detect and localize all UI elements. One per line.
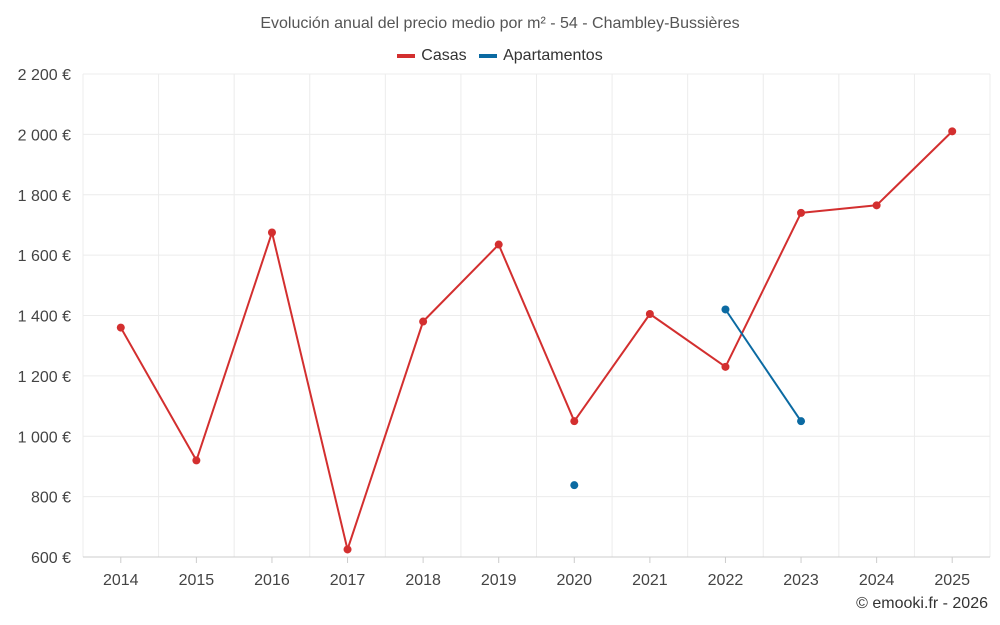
- data-point-apartamentos: [721, 305, 730, 314]
- y-tick-label: 1 200 €: [18, 369, 71, 386]
- y-tick-label: 1 600 €: [18, 248, 71, 265]
- y-tick-label: 800 €: [31, 490, 71, 507]
- y-tick-label: 2 200 €: [18, 67, 71, 84]
- legend-swatch-apartamentos: [479, 54, 498, 58]
- x-tick-label: 2023: [783, 572, 819, 589]
- data-point-casas: [570, 417, 579, 426]
- x-tick-label: 2025: [934, 572, 970, 589]
- x-tick-label: 2019: [481, 572, 517, 589]
- y-tick-label: 1 400 €: [18, 309, 71, 326]
- legend-label-casas: Casas: [421, 47, 467, 64]
- x-tick-label: 2016: [254, 572, 290, 589]
- legend-item-apartamentos[interactable]: Apartamentos: [479, 47, 603, 65]
- x-tick-label: 2017: [330, 572, 366, 589]
- series: [116, 127, 957, 554]
- x-tick-label: 2021: [632, 572, 668, 589]
- data-point-casas: [797, 208, 806, 217]
- data-point-casas: [267, 228, 276, 237]
- y-tick-label: 1 800 €: [18, 188, 71, 205]
- y-tick-label: 1 000 €: [18, 429, 71, 446]
- legend-swatch-casas: [397, 54, 416, 58]
- x-tick-label: 2020: [556, 572, 592, 589]
- data-point-casas: [343, 545, 352, 554]
- data-point-apartamentos: [570, 481, 579, 490]
- copyright-text: © emooki.fr - 2026: [856, 595, 988, 612]
- data-point-apartamentos: [797, 417, 806, 426]
- x-tick-label: 2015: [179, 572, 215, 589]
- x-tick-label: 2024: [859, 572, 895, 589]
- axes: 600 € 800 € 1 000 € 1 200 € 1 400 € 1 600 € 1 …: [18, 67, 990, 589]
- data-point-casas: [419, 317, 428, 326]
- legend: Casas Apartamentos: [0, 45, 1000, 65]
- data-point-casas: [116, 323, 125, 332]
- x-tick-label: 2022: [708, 572, 744, 589]
- x-tick-label: 2014: [103, 572, 139, 589]
- data-point-casas: [494, 240, 503, 249]
- x-tick-label: 2018: [405, 572, 441, 589]
- chart-title: Evolución anual del precio medio por m² …: [260, 15, 740, 32]
- series-line-casas: [119, 130, 953, 551]
- grid: [82, 73, 991, 558]
- data-point-casas: [872, 201, 881, 210]
- y-tick-label: 600 €: [31, 550, 71, 567]
- data-point-casas: [948, 127, 957, 136]
- data-point-casas: [645, 309, 654, 318]
- series-line-apartamentos: [724, 308, 802, 422]
- y-tick-label: 2 000 €: [18, 127, 71, 144]
- data-point-casas: [192, 456, 201, 465]
- legend-item-casas[interactable]: Casas: [397, 47, 467, 65]
- legend-label-apartamentos: Apartamentos: [503, 47, 603, 64]
- data-point-casas: [721, 362, 730, 371]
